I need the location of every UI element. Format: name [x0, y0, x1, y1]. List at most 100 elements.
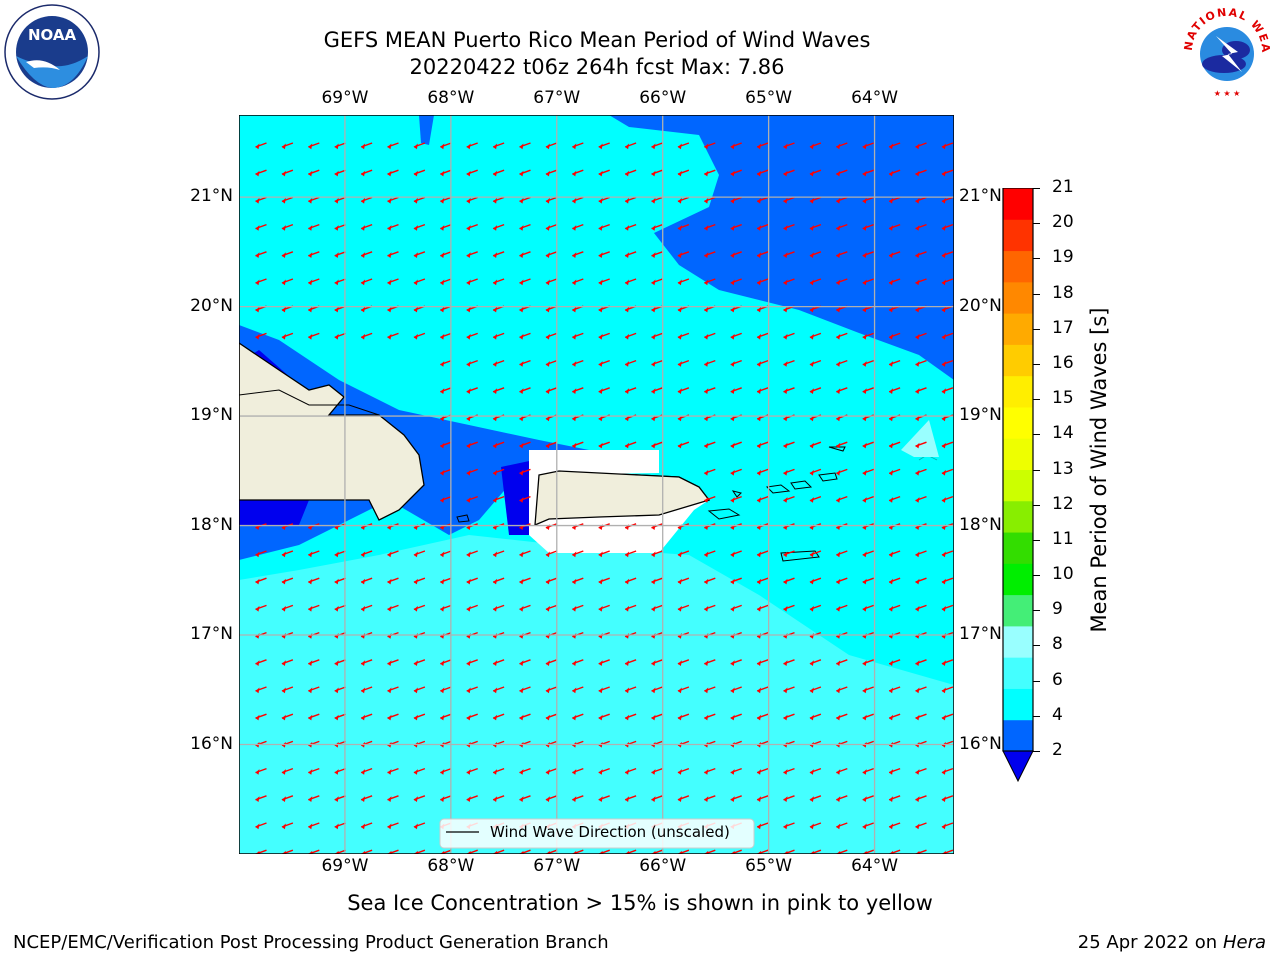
wave-direction-arrow [783, 169, 795, 177]
wave-direction-arrow [651, 251, 663, 258]
colorbar-segment [1003, 625, 1033, 658]
colorbar-segment [1003, 594, 1033, 627]
wave-direction-arrow [704, 659, 716, 666]
wave-direction-arrow [387, 686, 399, 694]
wave-direction-arrow [308, 686, 320, 694]
wave-direction-arrow [308, 577, 320, 585]
wave-direction-arrow [624, 196, 637, 204]
period-zone-0-2-mona [501, 460, 537, 535]
wave-direction-arrow [651, 359, 663, 367]
wave-direction-arrow [255, 767, 267, 775]
wave-direction-arrow [598, 278, 610, 286]
island-vieques [707, 508, 741, 520]
wave-direction-arrow [651, 795, 663, 802]
wave-direction-arrow [360, 659, 373, 666]
wave-direction-arrow [836, 196, 848, 204]
colorbar-tick-mark [1033, 363, 1040, 365]
map-plot: Wind Wave Direction (unscaled) [239, 115, 954, 854]
wave-direction-arrow [704, 468, 716, 476]
wave-direction-arrow [492, 169, 505, 177]
island-anegada [828, 446, 846, 452]
wave-direction-arrow [915, 332, 927, 340]
wave-direction-arrow [704, 359, 716, 367]
wave-direction-arrow [651, 223, 663, 231]
wave-direction-arrow [756, 822, 769, 830]
wave-direction-arrow [545, 387, 558, 394]
wave-direction-arrow [440, 686, 452, 694]
wave-direction-arrow [492, 278, 505, 286]
wave-direction-arrow [387, 251, 399, 258]
wave-direction-arrow [915, 495, 927, 503]
wave-direction-arrow [915, 142, 927, 150]
wave-direction-arrow [783, 142, 795, 150]
lon-label-top: 65°W [745, 88, 793, 108]
wave-direction-arrow [704, 495, 716, 503]
wave-direction-arrow [941, 795, 954, 802]
wave-direction-arrow [651, 767, 663, 775]
wave-direction-arrow [756, 659, 769, 666]
wave-direction-arrow [360, 577, 373, 585]
wave-direction-arrow [466, 550, 478, 558]
wave-direction-arrow [704, 387, 716, 394]
wave-direction-arrow [413, 142, 426, 150]
wave-direction-arrow [255, 577, 267, 585]
wave-direction-arrow [545, 332, 558, 340]
colorbar-segment [1003, 313, 1033, 345]
wave-direction-arrow [862, 359, 874, 367]
wave-direction-arrow [281, 142, 294, 150]
wave-direction-arrow [572, 795, 584, 802]
wave-direction-arrow [677, 251, 690, 258]
wave-direction-arrow [572, 169, 584, 177]
island-st-croix [780, 550, 820, 562]
wave-direction-arrow [572, 441, 584, 449]
wave-direction-arrow [387, 577, 399, 585]
wave-direction-arrow [413, 169, 426, 177]
wave-direction-arrow [836, 659, 848, 666]
wave-direction-arrow [440, 577, 452, 585]
wave-direction-arrow [440, 332, 452, 340]
wave-direction-arrow [624, 359, 637, 367]
wave-direction-arrow [783, 495, 795, 503]
wave-direction-arrow [677, 686, 690, 694]
wave-direction-arrow [941, 713, 954, 721]
wave-direction-arrow [783, 332, 795, 340]
wave-direction-arrow [677, 767, 690, 775]
wave-direction-arrow [308, 822, 320, 830]
wave-direction-arrow [519, 251, 531, 258]
wave-direction-arrow [440, 468, 452, 476]
wave-direction-arrow [308, 169, 320, 177]
wave-direction-arrow [862, 686, 874, 694]
wave-direction-arrow [492, 767, 505, 775]
wave-direction-arrow [862, 142, 874, 150]
colorbar-tick-mark [1033, 188, 1040, 189]
wave-direction-arrow [255, 142, 267, 150]
wave-direction-arrow [519, 495, 531, 503]
wave-direction-arrow [730, 604, 742, 612]
wave-direction-arrow [730, 332, 742, 340]
wave-direction-arrow [651, 196, 663, 204]
wave-direction-arrow [783, 223, 795, 231]
wave-direction-arrow [704, 550, 716, 558]
colorbar-tick-label: 6 [1052, 669, 1063, 690]
wave-direction-arrow [492, 713, 505, 721]
noaa-logo-text: NOAA [28, 26, 77, 44]
colorbar-segment [1003, 281, 1033, 314]
wave-direction-arrow [281, 278, 294, 286]
wave-direction-arrow [387, 278, 399, 286]
wave-direction-arrow [387, 604, 399, 612]
wave-direction-arrow [651, 169, 663, 177]
wave-direction-arrow [677, 550, 690, 558]
wave-direction-arrow [915, 223, 927, 231]
chart-title: GEFS MEAN Puerto Rico Mean Period of Win… [323, 28, 871, 52]
wave-direction-arrow [387, 795, 399, 802]
colorbar-tick-label: 17 [1052, 317, 1074, 338]
colorbar-tick-label: 8 [1052, 634, 1063, 655]
wave-direction-arrow [677, 387, 690, 394]
wave-direction-arrow [572, 142, 584, 150]
wave-direction-arrow [730, 251, 742, 258]
wave-direction-arrow [360, 223, 373, 231]
wave-direction-arrow [704, 713, 716, 721]
lat-label-right: 20°N [959, 295, 1002, 316]
wave-direction-arrow [836, 550, 848, 558]
colorbar-segment [1003, 719, 1033, 752]
